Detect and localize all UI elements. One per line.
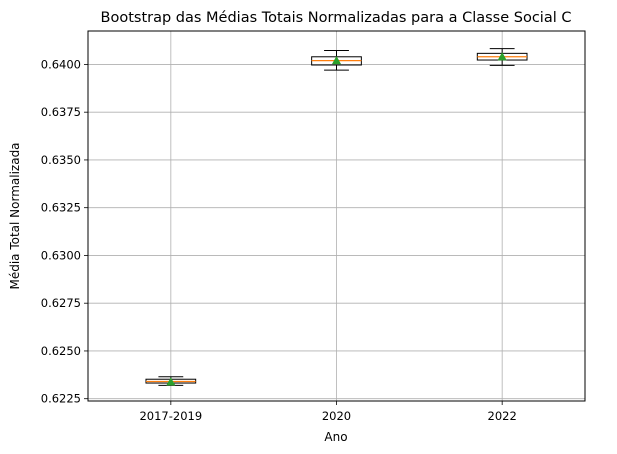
chart-title: Bootstrap das Médias Totais Normalizadas… [101, 10, 572, 26]
y-tick-label: 0.6300 [41, 248, 81, 262]
grid [88, 31, 585, 401]
x-tick-label: 2020 [322, 409, 351, 423]
boxplot-2022 [476, 48, 528, 66]
boxes [145, 48, 528, 386]
y-tick-label: 0.6400 [41, 57, 81, 71]
y-tick-label: 0.6225 [41, 392, 81, 406]
x-tick-label: 2022 [488, 409, 517, 423]
boxplot-2020 [311, 49, 362, 71]
y-tick-label: 0.6375 [41, 105, 81, 119]
y-axis-label: Média Total Normalizada [8, 142, 22, 289]
y-axis-ticks: 0.6225 0.6250 0.6275 0.6300 0.6325 0.6350 0.63… [41, 57, 88, 406]
boxplot-2017-2019 [145, 376, 197, 386]
mean-marker [331, 55, 342, 65]
x-tick-label: 2017-2019 [139, 409, 202, 423]
y-tick-label: 0.6350 [41, 153, 81, 167]
mean-marker [497, 52, 507, 61]
x-axis-label: Ano [324, 430, 347, 444]
mean-marker [166, 377, 176, 386]
y-tick-label: 0.6250 [41, 344, 81, 358]
x-axis-ticks: 2017-2019 2020 2022 [139, 401, 517, 423]
y-tick-label: 0.6325 [41, 201, 81, 215]
y-tick-label: 0.6275 [41, 296, 81, 310]
